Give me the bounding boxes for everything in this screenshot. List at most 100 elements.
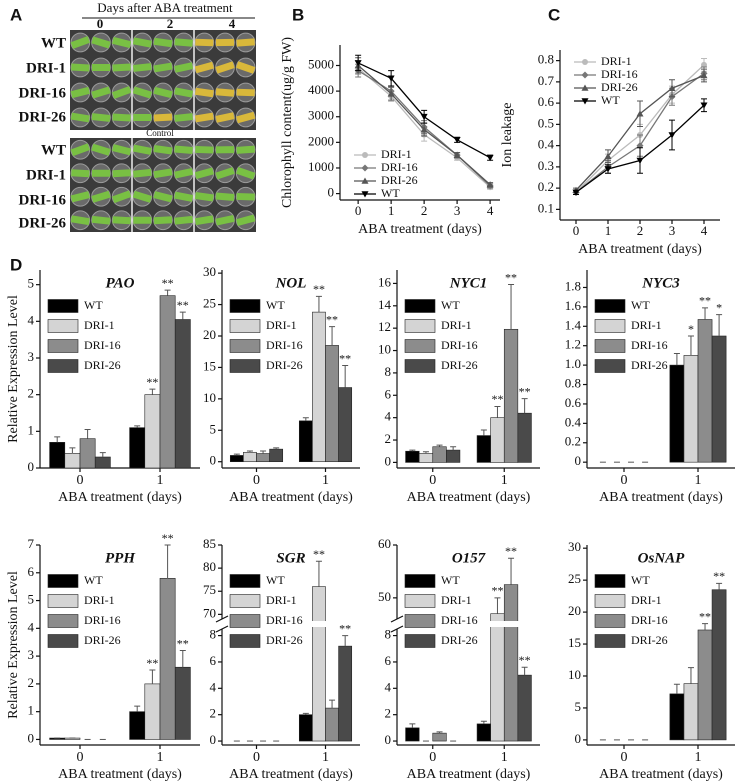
legend-swatch	[594, 614, 626, 628]
legend-label: DRI-16	[601, 67, 638, 81]
leaf-strip	[215, 61, 235, 74]
y-tick-label: 70	[203, 605, 216, 620]
y-tick-label: 0	[210, 453, 217, 468]
bar	[243, 451, 257, 463]
legend-marker	[581, 98, 589, 105]
leaf-strip	[153, 37, 173, 48]
leaf-strip	[153, 145, 173, 155]
bar	[490, 613, 505, 742]
legend-swatch	[404, 634, 436, 648]
legend-label: DRI-26	[601, 80, 638, 94]
x-tick-label: 0	[429, 750, 436, 765]
y-tick-label: 1.8	[565, 278, 581, 293]
error-bar	[329, 326, 336, 346]
error-bar	[134, 705, 141, 712]
y-tick-label: 6	[385, 386, 392, 401]
x-tick-label: 0	[429, 473, 436, 488]
leaf-strip	[195, 38, 214, 47]
legend-label: DRI-16	[266, 613, 303, 627]
marker	[700, 102, 708, 109]
significance: **	[326, 312, 338, 326]
y-tick-label: 6	[385, 653, 392, 668]
legend-label: DRI-1	[266, 318, 297, 332]
row-label: WT	[41, 142, 66, 158]
y-tick-label: 10	[203, 390, 216, 405]
row-label: DRI-1	[26, 167, 66, 183]
leaf-strip	[236, 214, 256, 226]
legend-label: DRI-16	[84, 338, 121, 352]
y-tick-label: 4	[28, 312, 35, 327]
error-bar	[315, 560, 322, 587]
y-tick-label: 0	[328, 185, 335, 200]
error-bar	[342, 635, 349, 647]
legend-swatch	[229, 594, 261, 608]
y-tick-label: 75	[203, 582, 216, 597]
x-tick-label: 1	[388, 203, 395, 218]
bar	[269, 448, 284, 463]
error-bar	[673, 352, 680, 366]
x-axis-label: ABA treatment (days)	[407, 490, 531, 505]
bar	[446, 449, 461, 463]
y-tick-label: 2	[385, 431, 392, 446]
leaf-strip	[91, 86, 111, 99]
y-tick-label: 0.1	[538, 200, 554, 215]
x-tick-label: 0	[573, 223, 580, 238]
y-tick-label: 10	[378, 342, 391, 357]
error-bar	[233, 453, 240, 456]
y-tick-label: 0	[575, 453, 582, 468]
error-bar	[480, 720, 487, 724]
leaf-strip	[236, 192, 255, 201]
y-tick-label: 0	[28, 459, 35, 474]
bar	[405, 450, 420, 463]
bar	[476, 723, 491, 742]
legend-swatch	[404, 614, 436, 628]
x-tick-label: 1	[322, 750, 329, 765]
error-bar	[69, 447, 76, 454]
marker	[668, 132, 676, 139]
error-bar	[179, 650, 186, 668]
y-tick-label: 3	[28, 647, 35, 662]
break-mark	[390, 625, 404, 633]
x-axis-label: ABA treatment (days)	[358, 222, 482, 237]
x-tick-label: 1	[157, 750, 164, 765]
y-tick-label: 60	[378, 536, 391, 551]
marker	[387, 75, 395, 82]
x-tick-label: 1	[501, 473, 508, 488]
leaf-strip	[236, 167, 256, 180]
y-tick-label: 0.6	[538, 94, 555, 109]
x-tick-label: 1	[605, 223, 612, 238]
error-bar	[494, 597, 501, 614]
bar	[159, 295, 176, 469]
leaf-strip	[132, 144, 152, 155]
leaf-strip	[174, 215, 193, 225]
bar	[669, 364, 685, 463]
x-tick-label: 1	[322, 473, 329, 488]
legend-swatch	[229, 614, 261, 628]
leaf-strip	[174, 145, 193, 155]
y-tick-label: 4	[385, 409, 392, 424]
y-tick-label: 0.3	[538, 158, 554, 173]
x-tick-label: 0	[621, 473, 628, 488]
error-bar	[508, 284, 515, 330]
leaf-strip	[71, 63, 90, 72]
significance: **	[699, 609, 711, 623]
leaf-strip	[112, 86, 132, 99]
bar	[338, 387, 353, 463]
leaf-strip	[112, 63, 131, 72]
leaf-strip	[215, 112, 235, 123]
legend-marker	[361, 177, 369, 184]
legend-marker	[362, 152, 368, 158]
y-tick-label: 7	[28, 536, 35, 551]
legend-label: DRI-26	[266, 633, 303, 647]
leaf-strip	[70, 191, 90, 203]
legend-marker	[361, 164, 369, 172]
legend-swatch	[404, 299, 436, 313]
y-tick-label: 0	[385, 732, 392, 747]
significance: **	[146, 375, 158, 389]
error-bar	[329, 699, 336, 709]
bar	[64, 453, 81, 469]
leaf-strip	[92, 64, 110, 71]
leaf-strip	[153, 216, 173, 225]
marker	[700, 72, 708, 79]
legend-label: WT	[381, 186, 400, 200]
